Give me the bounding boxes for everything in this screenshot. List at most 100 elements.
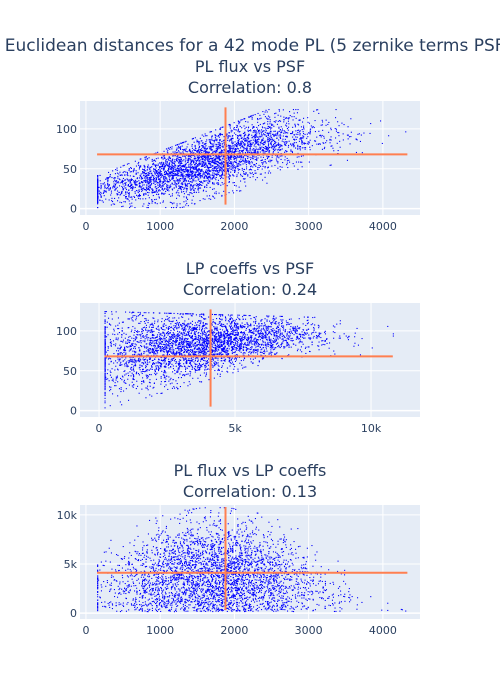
scatter-point bbox=[245, 121, 247, 123]
scatter-point bbox=[328, 131, 330, 133]
scatter-point bbox=[156, 349, 158, 351]
scatter-point bbox=[221, 194, 223, 196]
scatter-point bbox=[239, 155, 241, 157]
scatter-point bbox=[248, 116, 250, 118]
scatter-point bbox=[211, 138, 213, 140]
scatter-point bbox=[163, 176, 165, 178]
scatter-point bbox=[105, 178, 107, 180]
scatter-point bbox=[261, 134, 263, 136]
scatter-point bbox=[205, 157, 207, 159]
scatter-point bbox=[264, 159, 266, 161]
scatter-point bbox=[141, 182, 143, 184]
scatter-point bbox=[126, 171, 128, 173]
scatter-point bbox=[215, 151, 217, 153]
scatter-point bbox=[232, 182, 234, 184]
scatter-point bbox=[230, 156, 232, 158]
scatter-point bbox=[305, 333, 307, 335]
scatter-point bbox=[162, 168, 164, 170]
scatter-point bbox=[286, 333, 288, 335]
scatter-point bbox=[166, 164, 168, 166]
scatter-point bbox=[123, 194, 125, 196]
scatter-point bbox=[250, 130, 252, 132]
scatter-point bbox=[235, 318, 237, 320]
scatter-point bbox=[171, 171, 173, 173]
scatter-point bbox=[234, 157, 236, 159]
scatter-point bbox=[297, 123, 299, 125]
scatter-point bbox=[262, 149, 264, 151]
scatter-point bbox=[274, 116, 276, 118]
scatter-point bbox=[105, 198, 107, 200]
scatter-point bbox=[380, 120, 382, 122]
scatter-point bbox=[256, 159, 258, 161]
scatter-point bbox=[197, 160, 199, 162]
scatter-point bbox=[145, 159, 147, 161]
scatter-point bbox=[128, 193, 130, 195]
scatter-point bbox=[235, 334, 237, 336]
scatter-point bbox=[293, 112, 295, 114]
scatter-point bbox=[174, 334, 176, 336]
scatter-point bbox=[173, 180, 175, 182]
scatter-point bbox=[135, 184, 137, 186]
scatter-point bbox=[287, 335, 289, 337]
scatter-point bbox=[140, 340, 142, 342]
scatter-point bbox=[245, 138, 247, 140]
scatter-point bbox=[212, 177, 214, 179]
scatter-point bbox=[155, 362, 157, 364]
scatter-point bbox=[233, 161, 235, 163]
scatter-point bbox=[216, 170, 218, 172]
scatter-point bbox=[244, 118, 246, 120]
scatter-point bbox=[185, 185, 187, 187]
scatter-point bbox=[147, 166, 149, 168]
scatter-point bbox=[186, 188, 188, 190]
scatter-point bbox=[239, 342, 241, 344]
scatter-point bbox=[155, 177, 157, 179]
scatter-point bbox=[239, 190, 241, 192]
scatter-point bbox=[223, 348, 225, 350]
scatter-point bbox=[318, 112, 320, 114]
scatter-point bbox=[270, 142, 272, 144]
scatter-point bbox=[147, 169, 149, 171]
scatter-point bbox=[339, 320, 341, 322]
scatter-point bbox=[145, 176, 147, 178]
scatter-point bbox=[245, 173, 247, 175]
scatter-point bbox=[275, 321, 277, 323]
scatter-point bbox=[139, 158, 141, 160]
scatter-point bbox=[150, 339, 152, 341]
scatter-point bbox=[189, 181, 191, 183]
scatter-point bbox=[177, 165, 179, 167]
scatter-point bbox=[303, 147, 305, 149]
scatter-point bbox=[138, 168, 140, 170]
scatter-point bbox=[227, 320, 229, 322]
scatter-point bbox=[198, 157, 200, 159]
scatter-point bbox=[211, 135, 213, 137]
scatter-point bbox=[284, 142, 286, 144]
scatter-point bbox=[251, 161, 253, 163]
scatter-point bbox=[194, 174, 196, 176]
scatter-point bbox=[273, 134, 275, 136]
scatter-point bbox=[192, 152, 194, 154]
scatter-point bbox=[178, 159, 180, 161]
scatter-point bbox=[262, 142, 264, 144]
scatter-point bbox=[227, 155, 229, 157]
scatter-point bbox=[219, 146, 221, 148]
scatter-point bbox=[207, 165, 209, 167]
scatter-point bbox=[308, 334, 310, 336]
scatter-point bbox=[228, 146, 230, 148]
scatter-point bbox=[219, 159, 221, 161]
scatter-point bbox=[211, 323, 213, 325]
scatter-point bbox=[172, 178, 174, 180]
scatter-point bbox=[197, 156, 199, 158]
scatter-point bbox=[299, 148, 301, 150]
scatter-point bbox=[154, 351, 156, 353]
scatter-point bbox=[207, 160, 209, 162]
scatter-point bbox=[204, 186, 206, 188]
scatter-point bbox=[125, 357, 127, 359]
scatter-point bbox=[218, 171, 220, 173]
scatter-point bbox=[258, 327, 260, 329]
scatter-point bbox=[109, 174, 111, 176]
scatter-point bbox=[315, 140, 317, 142]
scatter-point bbox=[138, 161, 140, 163]
scatter-point bbox=[121, 353, 123, 355]
scatter-point bbox=[265, 128, 267, 130]
scatter-point bbox=[267, 150, 269, 152]
